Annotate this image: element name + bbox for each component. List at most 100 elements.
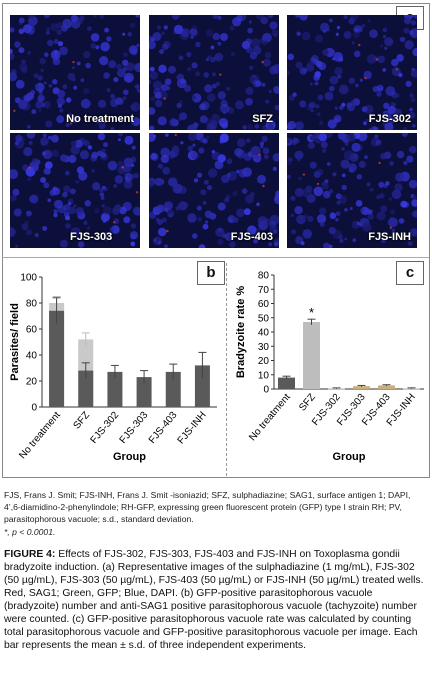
nucleus-spot xyxy=(59,108,64,113)
nucleus-spot xyxy=(233,217,239,223)
nucleus-spot xyxy=(257,174,266,184)
nucleus-spot xyxy=(95,119,101,124)
sag1-spot xyxy=(316,182,320,186)
x-axis-label: Group xyxy=(113,451,146,463)
nucleus-spot xyxy=(271,29,279,37)
nucleus-spot xyxy=(39,57,46,65)
bar xyxy=(353,386,370,389)
sag1-spot xyxy=(72,60,75,64)
nucleus-spot xyxy=(160,147,170,158)
nucleus-spot xyxy=(63,185,71,193)
nucleus-spot xyxy=(206,57,210,62)
nucleus-spot xyxy=(163,201,173,211)
nucleus-spot xyxy=(195,41,201,48)
nucleus-spot xyxy=(212,83,217,89)
nucleus-spot xyxy=(403,17,412,25)
nucleus-spot xyxy=(42,133,47,138)
nucleus-spot xyxy=(250,145,261,156)
panel-divider xyxy=(226,263,227,476)
nucleus-spot xyxy=(27,125,31,129)
nucleus-spot xyxy=(21,223,29,231)
nucleus-spot xyxy=(123,157,133,167)
nucleus-spot xyxy=(95,45,100,50)
nucleus-spot xyxy=(334,67,343,76)
nucleus-spot xyxy=(75,179,80,184)
nucleus-spot xyxy=(412,47,417,57)
nucleus-spot xyxy=(51,134,59,143)
nucleus-spot xyxy=(93,15,97,18)
nucleus-spot xyxy=(269,225,278,234)
nucleus-spot xyxy=(378,84,382,88)
nucleus-spot xyxy=(301,31,311,41)
nucleus-spot xyxy=(106,88,111,93)
nucleus-spot xyxy=(299,15,308,21)
nucleus-spot xyxy=(53,209,58,214)
nucleus-spot xyxy=(367,19,371,23)
nucleus-spot xyxy=(59,239,68,248)
nucleus-spot xyxy=(219,133,229,143)
nucleus-spot xyxy=(382,27,388,33)
nucleus-spot xyxy=(360,206,370,216)
nucleus-spot xyxy=(53,212,58,218)
nucleus-spot xyxy=(359,78,363,82)
nucleus-spot xyxy=(94,208,100,214)
nucleus-spot xyxy=(408,111,416,119)
nucleus-spot xyxy=(168,65,176,74)
tile-texture xyxy=(10,15,140,130)
nucleus-spot xyxy=(149,71,158,80)
nucleus-spot xyxy=(19,63,28,72)
microscopy-image-fjs-303: FJS-303 xyxy=(10,133,140,248)
nucleus-spot xyxy=(74,139,83,148)
nucleus-spot xyxy=(10,169,19,180)
nucleus-spot xyxy=(192,143,196,147)
caption-text: Effects of FJS-302, FJS-303, FJS-403 and… xyxy=(4,549,424,651)
nucleus-spot xyxy=(190,150,197,158)
nucleus-spot xyxy=(179,99,183,104)
nucleus-spot xyxy=(364,155,368,159)
nucleus-spot xyxy=(131,117,140,127)
nucleus-spot xyxy=(248,65,254,71)
nucleus-spot xyxy=(65,215,70,221)
nucleus-spot xyxy=(31,109,37,115)
nucleus-spot xyxy=(45,30,50,35)
nucleus-spot xyxy=(256,202,260,207)
nucleus-spot xyxy=(43,15,50,19)
nucleus-spot xyxy=(287,53,295,61)
microscopy-image-fjs-302: FJS-302 xyxy=(287,15,417,130)
nucleus-spot xyxy=(385,86,396,96)
nucleus-spot xyxy=(172,183,183,194)
nucleus-spot xyxy=(321,148,327,153)
nucleus-spot xyxy=(264,155,269,160)
nucleus-spot xyxy=(175,149,180,154)
nucleus-spot xyxy=(52,79,58,85)
nucleus-spot xyxy=(197,172,203,178)
nucleus-spot xyxy=(42,151,47,156)
nucleus-spot xyxy=(292,140,297,146)
nucleus-spot xyxy=(257,216,268,226)
nucleus-spot xyxy=(99,56,109,66)
nucleus-spot xyxy=(275,190,279,197)
nucleus-spot xyxy=(316,168,324,176)
nucleus-spot xyxy=(98,99,107,108)
nucleus-spot xyxy=(221,174,230,184)
nucleus-spot xyxy=(287,120,296,130)
nucleus-spot xyxy=(103,72,110,79)
nucleus-spot xyxy=(153,238,157,242)
nucleus-spot xyxy=(409,93,414,98)
microscopy-image-sfz: SFZ xyxy=(149,15,279,130)
nucleus-spot xyxy=(309,82,313,86)
nucleus-spot xyxy=(15,134,23,142)
nucleus-spot xyxy=(32,165,39,172)
nucleus-spot xyxy=(273,238,279,246)
nucleus-spot xyxy=(117,160,124,167)
panel-b-letter: b xyxy=(197,261,225,285)
nucleus-spot xyxy=(186,67,192,72)
nucleus-spot xyxy=(358,160,366,168)
sag1-spot xyxy=(163,97,166,100)
nucleus-spot xyxy=(161,43,169,51)
nucleus-spot xyxy=(110,93,116,99)
nucleus-spot xyxy=(33,73,39,79)
y-tick-label: 60 xyxy=(26,325,38,336)
nucleus-spot xyxy=(52,87,60,95)
y-tick-label: 70 xyxy=(258,285,270,296)
